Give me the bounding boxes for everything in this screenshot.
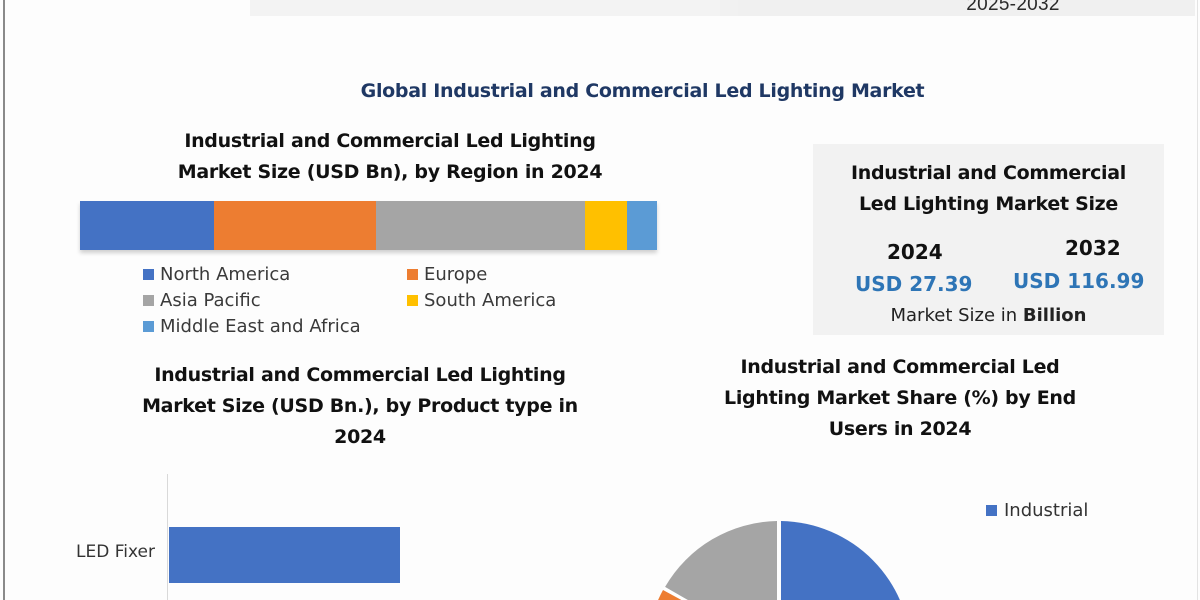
enduser-pie-chart <box>640 510 940 600</box>
market-size-note: Market Size in Billion <box>813 305 1164 326</box>
value-2024: USD 27.39 <box>855 272 973 296</box>
legend-item-north-america: North America <box>143 264 290 285</box>
legend-swatch-icon <box>143 295 154 306</box>
year-2032-label: 2032 <box>1065 236 1121 260</box>
year-2024-label: 2024 <box>887 240 943 264</box>
legend-label: Europe <box>424 264 488 285</box>
product-chart-title-line: 2024 <box>334 426 386 448</box>
region-chart-title: Industrial and Commercial Led Lighting M… <box>100 126 680 188</box>
info-title-line: Industrial and Commercial <box>851 162 1126 184</box>
pie-slice-divider <box>663 586 688 600</box>
bar-segment-middle-east-and-africa <box>626 201 657 250</box>
enduser-chart-title-line: Industrial and Commercial Led <box>740 356 1060 378</box>
legend-item-middle-east-and-africa: Middle East and Africa <box>143 316 361 337</box>
region-chart-title-line: Market Size (USD Bn), by Region in 2024 <box>177 161 603 183</box>
enduser-chart-title-line: Users in 2024 <box>828 418 972 440</box>
main-title: Global Industrial and Commercial Led Lig… <box>360 80 925 102</box>
legend-swatch-icon <box>407 295 418 306</box>
info-title-line: Led Lighting Market Size <box>858 193 1119 215</box>
enduser-chart-title-line: Lighting Market Share (%) by End <box>724 387 1076 409</box>
value-2032: USD 116.99 <box>1013 269 1145 293</box>
legend-swatch-icon <box>143 269 154 280</box>
bar-segment-europe <box>213 201 376 250</box>
pie-slice-other <box>658 590 682 600</box>
region-chart-title-line: Industrial and Commercial Led Lighting <box>184 130 596 152</box>
legend-label: North America <box>160 264 291 285</box>
product-chart-title-line: Market Size (USD Bn.), by Product type i… <box>142 395 578 417</box>
product-category-label: LED Fixer <box>76 542 155 562</box>
legend-label: South America <box>424 290 557 311</box>
pie-slice-industrial <box>781 521 900 600</box>
legend-item-asia-pacific: Asia Pacific <box>143 290 261 311</box>
note-prefix: Market Size in <box>890 305 1023 326</box>
legend-swatch-icon <box>143 321 154 332</box>
forecast-period: 2025-2032 <box>966 0 1060 15</box>
bar-segment-south-america <box>584 201 627 250</box>
pie-legend-item-industrial: Industrial <box>986 500 1088 521</box>
bar-segment-asia-pacific <box>375 201 585 250</box>
legend-swatch-icon <box>407 269 418 280</box>
enduser-chart-title: Industrial and Commercial Led Lighting M… <box>660 352 1140 445</box>
product-bar-led-fixer <box>169 527 400 583</box>
market-size-info-box: Industrial and Commercial Led Lighting M… <box>813 144 1164 335</box>
legend-label: Asia Pacific <box>160 290 261 311</box>
product-chart-title: Industrial and Commercial Led Lighting M… <box>100 360 620 453</box>
legend-label: Middle East and Africa <box>160 316 361 337</box>
pie-legend-label: Industrial <box>1004 500 1089 521</box>
product-chart-axis <box>167 474 168 600</box>
note-unit: Billion <box>1022 305 1087 326</box>
pie-svg <box>658 521 900 600</box>
legend-swatch-icon <box>986 505 997 516</box>
left-frame-border <box>3 0 5 600</box>
product-chart-title-line: Industrial and Commercial Led Lighting <box>154 364 566 386</box>
pie-slice-gray <box>665 521 777 600</box>
region-stacked-bar <box>80 201 657 250</box>
legend-item-europe: Europe <box>407 264 487 285</box>
info-box-title: Industrial and Commercial Led Lighting M… <box>813 158 1164 220</box>
bar-segment-north-america <box>80 201 214 250</box>
top-banner-strip <box>250 0 1195 16</box>
top-banner-segment <box>250 0 720 16</box>
legend-item-south-america: South America <box>407 290 556 311</box>
right-frame-border <box>1197 0 1198 600</box>
top-banner-segment <box>738 0 1195 16</box>
